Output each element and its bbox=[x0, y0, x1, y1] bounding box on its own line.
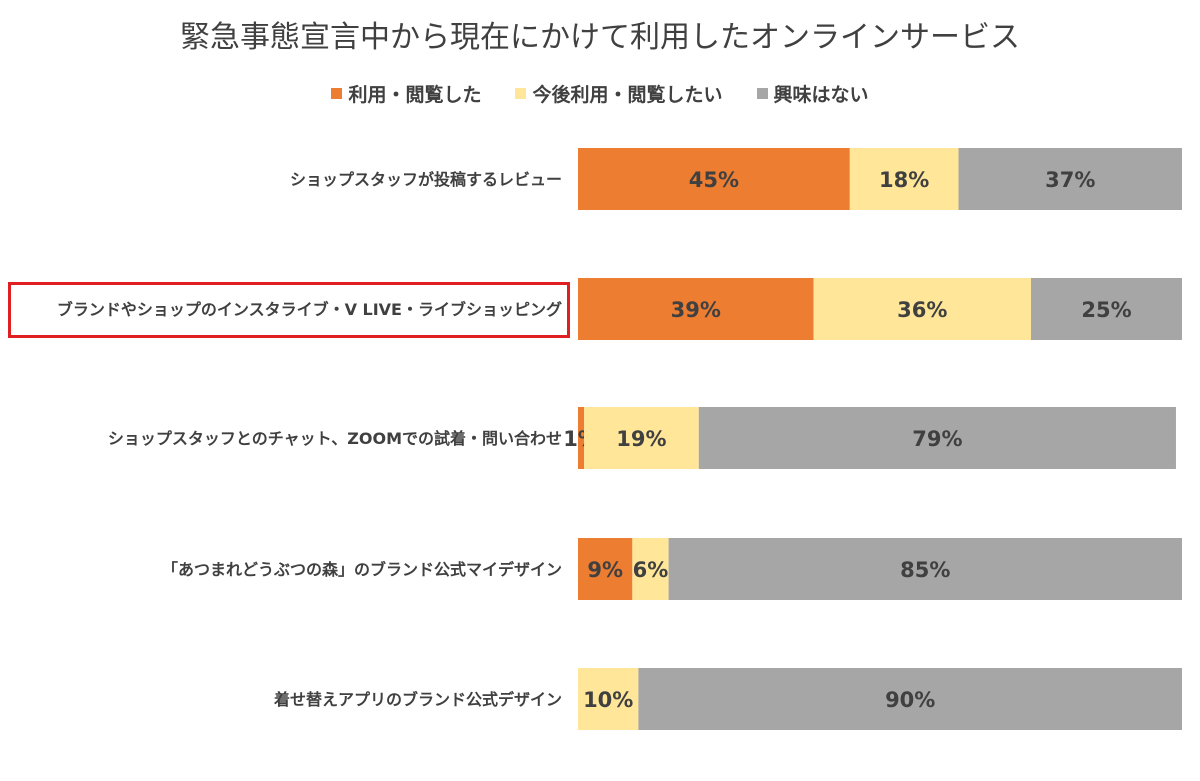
bar-segment bbox=[668, 538, 1182, 600]
category-label: ショップスタッフとのチャット、ZOOMでの試着・問い合わせ bbox=[108, 429, 562, 448]
bar-segment bbox=[632, 538, 669, 600]
legend-item-no-interest: 興味はない bbox=[756, 80, 869, 107]
highlight-box bbox=[8, 282, 570, 338]
category-label: 着せ替えアプリのブランド公式デザイン bbox=[273, 690, 562, 709]
bar-segment bbox=[1031, 278, 1182, 340]
data-label: 90% bbox=[885, 688, 935, 712]
bar-segment bbox=[578, 148, 850, 210]
data-label: 19% bbox=[616, 427, 666, 451]
bar-segment bbox=[584, 407, 699, 469]
bar-segment bbox=[698, 407, 1176, 469]
bar-segment bbox=[849, 148, 959, 210]
category-label: 「あつまれどうぶつの森」のブランド公式マイデザイン bbox=[162, 560, 562, 579]
data-label: 45% bbox=[689, 168, 739, 192]
data-label: 10% bbox=[583, 688, 633, 712]
legend-label-used: 利用・閲覧した bbox=[348, 84, 482, 106]
legend-label-want: 今後利用・閲覧したい bbox=[532, 84, 723, 106]
legend: 利用・閲覧した 今後利用・閲覧したい 興味はない bbox=[0, 80, 1200, 107]
data-label: 25% bbox=[1081, 298, 1131, 322]
data-label: 6% bbox=[633, 558, 669, 582]
data-label: 79% bbox=[912, 427, 962, 451]
legend-swatch-want bbox=[515, 88, 527, 99]
legend-swatch-used bbox=[331, 88, 343, 99]
bar-segment bbox=[578, 407, 585, 469]
chart-title: 緊急事態宣言中から現在にかけて利用したオンラインサービス bbox=[180, 20, 1020, 55]
data-label: 18% bbox=[879, 168, 929, 192]
bar-segment bbox=[578, 668, 639, 730]
category-label: ショップスタッフが投稿するレビュー bbox=[290, 170, 562, 189]
legend-item-want: 今後利用・閲覧したい bbox=[515, 80, 723, 107]
bar-segment bbox=[578, 278, 814, 340]
legend-label-no-interest: 興味はない bbox=[773, 84, 869, 106]
data-label: 36% bbox=[897, 298, 947, 322]
data-label: 37% bbox=[1045, 168, 1095, 192]
data-label: 39% bbox=[671, 298, 721, 322]
bar-segment bbox=[813, 278, 1031, 340]
bar-segment bbox=[638, 668, 1182, 730]
data-label: 9% bbox=[587, 558, 623, 582]
legend-item-used: 利用・閲覧した bbox=[331, 80, 481, 107]
legend-swatch-no-interest bbox=[756, 88, 768, 99]
category-label: ブランドやショップのインスタライブ・V LIVE・ライブショッピング bbox=[57, 300, 562, 319]
data-label: 85% bbox=[900, 558, 950, 582]
bar-segment bbox=[958, 148, 1182, 210]
bar-segment bbox=[578, 538, 633, 600]
